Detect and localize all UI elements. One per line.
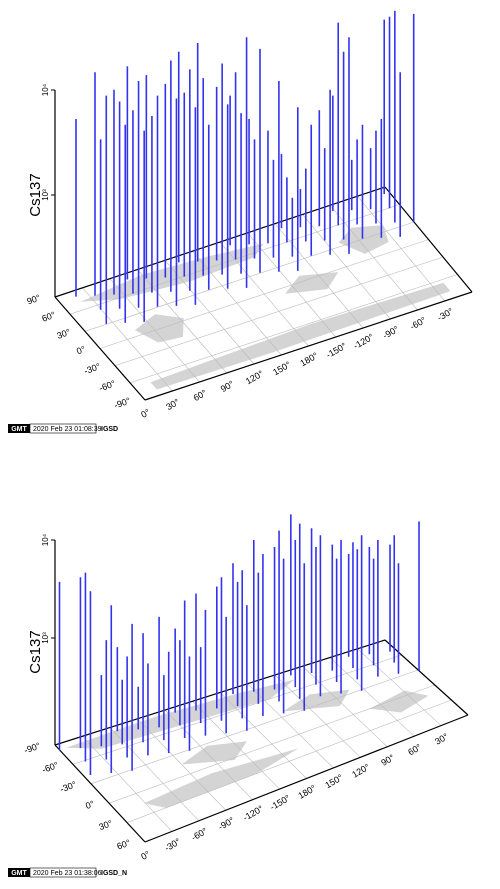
z-tick-label: 10³ — [41, 632, 50, 644]
stamp-label: IGSD — [101, 426, 118, 433]
lon-tick-label: 150° — [323, 772, 344, 790]
timestamp: 2020 Feb 23 01:38:06 — [33, 870, 102, 877]
lat-tick-label: 90° — [25, 292, 42, 306]
gmt-logo-box — [8, 868, 30, 877]
chart-panel-bottom: 10⁴10³Cs137-90°-60°-30°0°30°60°0°-30°-60… — [8, 514, 469, 878]
lon-tick-label: -120° — [241, 803, 265, 823]
lon-tick-label: 180° — [296, 783, 317, 801]
grid-line-lat — [84, 221, 415, 332]
lon-tick-label: -90° — [217, 815, 237, 832]
lon-tick-label: -90° — [381, 324, 401, 341]
z-tick-label: 10⁴ — [41, 83, 50, 96]
lon-tick-label: 150° — [271, 359, 292, 377]
gmt-logo: GMT — [11, 426, 27, 433]
lat-tick-label: 30° — [97, 818, 114, 832]
lon-tick-label: -120° — [352, 331, 376, 351]
z-axis-label: Cs137 — [27, 630, 44, 673]
lon-tick-label: 30° — [164, 396, 181, 412]
landmass-4 — [369, 690, 429, 713]
grid-line-lon — [329, 657, 415, 737]
landmass-3 — [144, 748, 299, 808]
lon-tick-label: 120° — [244, 368, 265, 386]
grid-line-lon — [274, 674, 361, 758]
base-frame-edge — [144, 291, 473, 401]
lon-tick-label: -60° — [190, 826, 210, 843]
chart-panel-top: 10⁴10³Cs13790°60°30°0°-30°-60°-90°0°30°6… — [8, 10, 473, 434]
base-frame-edge — [54, 186, 386, 298]
landmass-1 — [181, 741, 247, 765]
lon-tick-label: -30° — [436, 306, 456, 323]
lon-tick-label: 90° — [379, 752, 396, 768]
lon-tick-label: -30° — [163, 836, 183, 853]
gmt-logo-box — [8, 424, 30, 433]
timestamp-box — [29, 423, 97, 434]
lon-tick-label: 60° — [192, 387, 209, 403]
gmt-logo: GMT — [11, 870, 27, 877]
base-frame-edge — [144, 714, 469, 843]
lon-tick-label: 0° — [139, 407, 152, 420]
grid-line-lat — [126, 699, 452, 823]
grid-line-lat — [99, 239, 429, 349]
grid-line-lat — [129, 274, 458, 384]
lat-tick-label: 60° — [40, 310, 57, 324]
base-frame-edge — [54, 744, 146, 843]
landmass-3 — [134, 314, 184, 343]
stamp-label: IGSD_N — [101, 870, 127, 877]
grid-line-lat — [114, 256, 444, 366]
landmass-4 — [150, 282, 451, 390]
landmass-2 — [283, 689, 350, 712]
lat-tick-label: -30° — [59, 779, 78, 794]
landmass-1 — [285, 272, 339, 294]
base-frame-edge — [384, 186, 473, 293]
lat-tick-label: -60° — [98, 378, 117, 393]
z-tick-label: 10³ — [41, 189, 50, 201]
grid-line-lon — [219, 692, 307, 779]
lon-tick-label: 120° — [350, 762, 371, 780]
z-axis-label: Cs137 — [27, 173, 44, 216]
grid-line-lon — [82, 736, 173, 832]
lat-tick-label: 0° — [84, 799, 96, 811]
lon-tick-label: 0° — [139, 849, 152, 862]
lon-tick-label: 90° — [219, 378, 236, 394]
lat-tick-label: 0° — [75, 344, 87, 356]
landmass-2 — [338, 225, 389, 254]
timestamp-box — [29, 867, 97, 878]
lat-tick-label: -90° — [113, 395, 132, 410]
lon-tick-label: -150° — [324, 340, 348, 360]
grid-line-lon — [357, 648, 442, 726]
lon-tick-label: 30° — [433, 731, 450, 747]
lat-tick-label: -30° — [83, 361, 102, 376]
lat-tick-label: 60° — [115, 837, 132, 851]
grid-line-lon — [109, 727, 200, 822]
lon-tick-label: 180° — [298, 350, 319, 368]
lon-tick-label: -150° — [268, 793, 292, 813]
lon-tick-label: -60° — [408, 315, 428, 332]
grid-line-lat — [90, 669, 419, 785]
z-tick-label: 10⁴ — [41, 533, 50, 546]
base-frame-edge — [54, 639, 386, 746]
lat-tick-label: 30° — [55, 327, 72, 341]
lat-tick-label: -60° — [41, 760, 60, 775]
grid-line-lon — [192, 701, 280, 790]
landmass-0 — [80, 243, 264, 302]
timestamp: 2020 Feb 23 01:08:39 — [33, 426, 102, 433]
grid-line-lon — [137, 718, 226, 811]
grid-line-lat — [108, 684, 435, 804]
lon-tick-label: 60° — [406, 742, 423, 758]
base-frame-edge — [54, 296, 146, 401]
lat-tick-label: -90° — [23, 740, 42, 755]
grid-line-lon — [247, 683, 334, 769]
